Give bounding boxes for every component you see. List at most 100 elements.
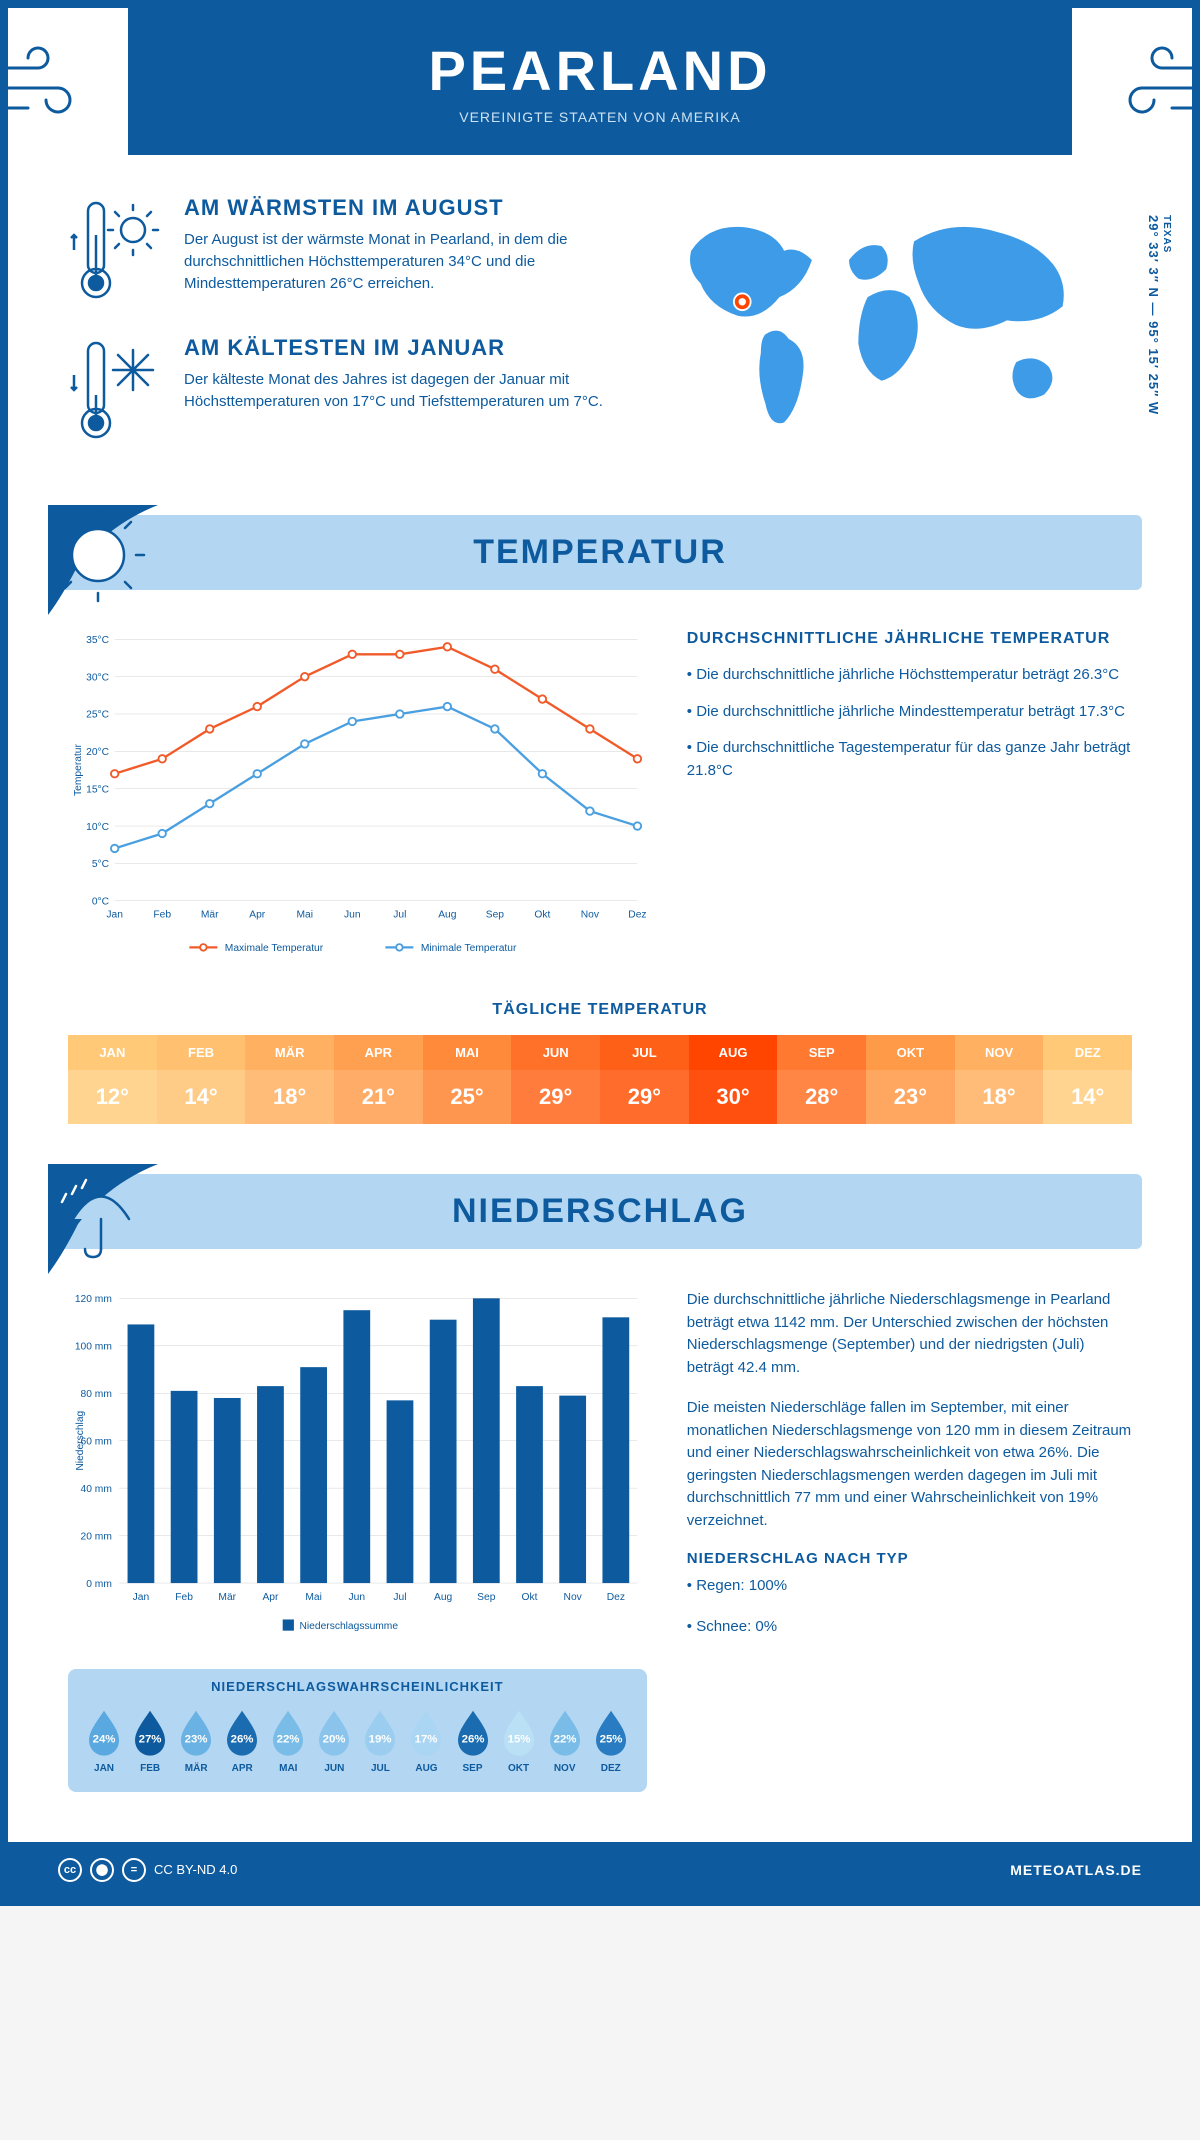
svg-text:25°C: 25°C bbox=[86, 710, 110, 721]
svg-text:Apr: Apr bbox=[262, 1592, 279, 1603]
svg-text:15%: 15% bbox=[507, 1733, 530, 1745]
svg-text:Dez: Dez bbox=[628, 910, 646, 921]
svg-text:Nov: Nov bbox=[564, 1592, 583, 1603]
daily-col: AUG 30° bbox=[689, 1035, 778, 1124]
svg-text:20%: 20% bbox=[323, 1733, 346, 1745]
prob-item: 27% FEB bbox=[128, 1704, 172, 1774]
svg-text:Mai: Mai bbox=[305, 1592, 322, 1603]
intro-right: TEXAS 29° 33′ 3″ N — 95° 15′ 25″ W bbox=[640, 195, 1132, 475]
prob-item: 19% JUL bbox=[358, 1704, 402, 1774]
svg-text:5°C: 5°C bbox=[92, 859, 110, 870]
svg-text:Niederschlagssumme: Niederschlagssumme bbox=[300, 1621, 399, 1632]
precip-p2: Die meisten Niederschläge fallen im Sept… bbox=[687, 1397, 1132, 1532]
temp-chart-row: 0°C5°C10°C15°C20°C25°C30°C35°CJanFebMärA… bbox=[8, 630, 1192, 1001]
svg-text:Mai: Mai bbox=[297, 910, 314, 921]
cc-icon: cc bbox=[58, 1858, 82, 1882]
intro-left: AM WÄRMSTEN IM AUGUST Der August ist der… bbox=[68, 195, 610, 475]
svg-text:Mär: Mär bbox=[201, 910, 219, 921]
daily-col: NOV 18° bbox=[955, 1035, 1044, 1124]
svg-text:Jan: Jan bbox=[133, 1592, 150, 1603]
footer: cc ⬤ = CC BY-ND 4.0 METEOATLAS.DE bbox=[8, 1842, 1192, 1898]
precip-side: Die durchschnittliche jährliche Niedersc… bbox=[687, 1289, 1132, 1792]
daily-col: FEB 14° bbox=[157, 1035, 246, 1124]
svg-text:Maximale Temperatur: Maximale Temperatur bbox=[225, 943, 324, 954]
svg-text:25%: 25% bbox=[599, 1733, 622, 1745]
prob-item: 22% NOV bbox=[543, 1704, 587, 1774]
coordinates: TEXAS 29° 33′ 3″ N — 95° 15′ 25″ W bbox=[1146, 215, 1172, 415]
nd-icon: = bbox=[122, 1858, 146, 1882]
intro-section: AM WÄRMSTEN IM AUGUST Der August ist der… bbox=[8, 195, 1192, 515]
license-text: CC BY-ND 4.0 bbox=[154, 1862, 237, 1877]
temperature-section-bar: TEMPERATUR bbox=[58, 515, 1142, 590]
precip-p1: Die durchschnittliche jährliche Niedersc… bbox=[687, 1289, 1132, 1379]
temp-line-chart: 0°C5°C10°C15°C20°C25°C30°C35°CJanFebMärA… bbox=[68, 630, 647, 966]
brand: METEOATLAS.DE bbox=[1010, 1862, 1142, 1878]
by-icon: ⬤ bbox=[90, 1858, 114, 1882]
precip-type-title: NIEDERSCHLAG NACH TYP bbox=[687, 1550, 1132, 1567]
daily-col: JUN 29° bbox=[511, 1035, 600, 1124]
svg-text:80 mm: 80 mm bbox=[81, 1389, 112, 1400]
svg-text:23%: 23% bbox=[185, 1733, 208, 1745]
svg-text:20 mm: 20 mm bbox=[81, 1531, 112, 1542]
city-title: PEARLAND bbox=[148, 38, 1052, 103]
temp-bullet-0: • Die durchschnittliche jährliche Höchst… bbox=[687, 664, 1132, 687]
svg-text:Feb: Feb bbox=[153, 910, 171, 921]
precip-prob-box: NIEDERSCHLAGSWAHRSCHEINLICHKEIT 24% JAN … bbox=[68, 1669, 647, 1792]
svg-text:Sep: Sep bbox=[486, 910, 505, 921]
daily-col: SEP 28° bbox=[777, 1035, 866, 1124]
svg-text:19%: 19% bbox=[369, 1733, 392, 1745]
world-map bbox=[640, 195, 1132, 455]
coldest-block: AM KÄLTESTEN IM JANUAR Der kälteste Mona… bbox=[68, 335, 610, 445]
coldest-title: AM KÄLTESTEN IM JANUAR bbox=[184, 335, 610, 361]
prob-item: 23% MÄR bbox=[174, 1704, 218, 1774]
daily-temp-table: JAN 12° FEB 14° MÄR 18° APR 21° MAI 25° … bbox=[68, 1035, 1132, 1124]
svg-text:27%: 27% bbox=[139, 1733, 162, 1745]
svg-text:Feb: Feb bbox=[175, 1592, 193, 1603]
svg-text:0°C: 0°C bbox=[92, 896, 110, 907]
temp-side-title: DURCHSCHNITTLICHE JÄHRLICHE TEMPERATUR bbox=[687, 630, 1132, 648]
warmest-text: AM WÄRMSTEN IM AUGUST Der August ist der… bbox=[184, 195, 610, 305]
lon: 95° 15′ 25″ W bbox=[1146, 321, 1161, 415]
prob-item: 20% JUN bbox=[312, 1704, 356, 1774]
temp-chart: 0°C5°C10°C15°C20°C25°C30°C35°CJanFebMärA… bbox=[68, 630, 647, 971]
svg-text:Jul: Jul bbox=[393, 1592, 406, 1603]
svg-text:22%: 22% bbox=[553, 1733, 576, 1745]
coldest-desc: Der kälteste Monat des Jahres ist dagege… bbox=[184, 369, 610, 413]
svg-text:0 mm: 0 mm bbox=[86, 1579, 112, 1590]
daily-title: TÄGLICHE TEMPERATUR bbox=[8, 1001, 1192, 1019]
daily-col: JUL 29° bbox=[600, 1035, 689, 1124]
daily-col: JAN 12° bbox=[68, 1035, 157, 1124]
svg-text:Okt: Okt bbox=[534, 910, 550, 921]
lat: 29° 33′ 3″ N bbox=[1146, 215, 1161, 298]
warmest-block: AM WÄRMSTEN IM AUGUST Der August ist der… bbox=[68, 195, 610, 305]
coldest-text: AM KÄLTESTEN IM JANUAR Der kälteste Mona… bbox=[184, 335, 610, 445]
svg-text:Sep: Sep bbox=[477, 1592, 496, 1603]
state-label: TEXAS bbox=[1161, 215, 1172, 409]
svg-text:Aug: Aug bbox=[434, 1592, 453, 1603]
prob-item: 15% OKT bbox=[497, 1704, 541, 1774]
svg-text:24%: 24% bbox=[93, 1733, 116, 1745]
svg-text:Jun: Jun bbox=[349, 1592, 366, 1603]
svg-text:Mär: Mär bbox=[218, 1592, 236, 1603]
thermometer-hot-icon bbox=[68, 195, 168, 305]
svg-text:26%: 26% bbox=[461, 1733, 484, 1745]
sun-icon bbox=[48, 505, 158, 615]
svg-text:35°C: 35°C bbox=[86, 635, 110, 646]
svg-text:Jul: Jul bbox=[393, 910, 406, 921]
svg-text:Temperatur: Temperatur bbox=[73, 744, 84, 796]
svg-text:22%: 22% bbox=[277, 1733, 300, 1745]
prob-item: 25% DEZ bbox=[589, 1704, 633, 1774]
svg-text:Apr: Apr bbox=[249, 910, 266, 921]
page: PEARLAND VEREINIGTE STAATEN VON AMERIKA … bbox=[0, 0, 1200, 1906]
temp-side: DURCHSCHNITTLICHE JÄHRLICHE TEMPERATUR •… bbox=[687, 630, 1132, 971]
svg-text:17%: 17% bbox=[415, 1733, 438, 1745]
temperature-title: TEMPERATUR bbox=[78, 533, 1122, 572]
svg-text:Minimale Temperatur: Minimale Temperatur bbox=[421, 943, 517, 954]
prob-item: 26% SEP bbox=[451, 1704, 495, 1774]
prob-title: NIEDERSCHLAGSWAHRSCHEINLICHKEIT bbox=[82, 1679, 633, 1694]
svg-text:26%: 26% bbox=[231, 1733, 254, 1745]
precip-type-1: • Schnee: 0% bbox=[687, 1616, 1132, 1639]
precip-section-bar: NIEDERSCHLAG bbox=[58, 1174, 1142, 1249]
daily-col: DEZ 14° bbox=[1043, 1035, 1132, 1124]
svg-text:30°C: 30°C bbox=[86, 672, 110, 683]
